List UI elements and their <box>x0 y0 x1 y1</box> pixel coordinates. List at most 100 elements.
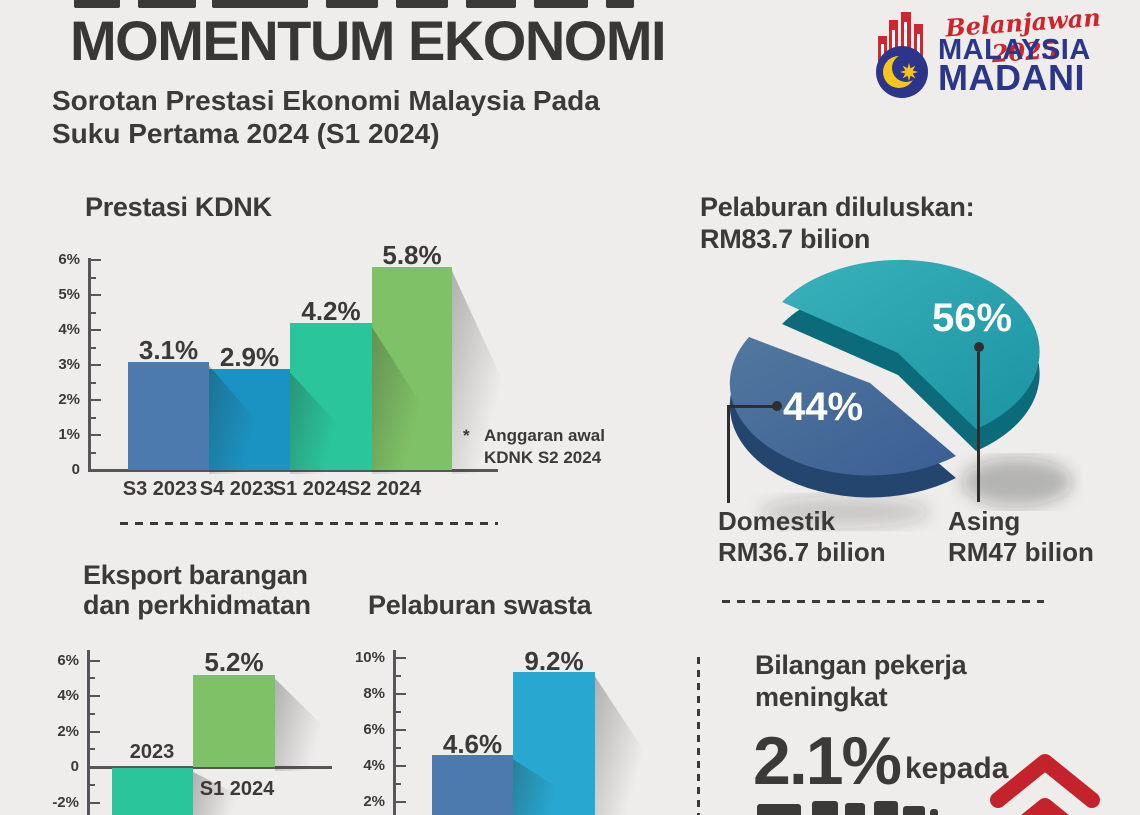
kdnk-chart-title: Prestasi KDNK <box>85 192 272 222</box>
y-tick-major <box>393 801 406 803</box>
stat-line2: meningkat <box>755 682 888 712</box>
y-tick-major <box>88 329 101 331</box>
y-tick-label: 10% <box>354 649 385 666</box>
bar-value-label: 5.8% <box>382 240 442 270</box>
page-subtitle-line1: Sorotan Prestasi Ekonomi Malaysia Pada <box>52 85 600 116</box>
y-axis-line <box>393 650 396 815</box>
y-tick-minor <box>393 675 401 677</box>
bar <box>432 755 513 815</box>
y-tick-label: 4% <box>58 321 80 338</box>
y-tick-minor <box>87 748 95 751</box>
investment-pie-chart <box>729 259 1072 528</box>
leader-line-domestik-v <box>727 405 730 503</box>
y-tick-minor <box>88 311 96 314</box>
bar-category-label: S2 2024 <box>346 478 422 500</box>
y-tick-label: -2% <box>52 793 79 811</box>
pie-legend-domestik-name: Domestik <box>718 506 836 536</box>
pie-title-line1: Pelaburan diluluskan: <box>700 192 975 222</box>
pie-legend-asing: Asing RM47 bilion <box>948 506 1094 568</box>
pie-title-line2: RM83.7 bilion <box>700 224 871 254</box>
y-tick-major <box>88 364 101 366</box>
y-tick-major <box>87 766 100 768</box>
y-tick-minor <box>393 783 401 785</box>
y-tick-label: 4% <box>57 687 79 704</box>
logo-malaysia-text: MALAYSIA <box>938 34 1091 66</box>
y-tick-label: 6% <box>363 721 385 738</box>
y-tick-minor <box>88 276 96 279</box>
y-tick-label: 2% <box>57 722 79 740</box>
y-tick-major <box>88 469 101 471</box>
zero-axis-line <box>87 766 332 769</box>
bar-category-label: S1 2024 <box>272 478 348 500</box>
y-tick-label: 0 <box>71 461 80 478</box>
kdnk-bar-chart: 6% 5% 4% 3% 2% 1% 0 3.1% S3 2023 2.9% S4 2023 4.2% S… <box>58 240 605 510</box>
bar-category-label: 2023 <box>129 741 175 763</box>
y-tick-major <box>87 730 100 733</box>
page-subtitle-line2: Suku Pertama 2024 (S1 2024) <box>52 118 440 149</box>
y-tick-major <box>87 695 100 697</box>
y-tick-major <box>393 729 406 731</box>
y-tick-major <box>393 657 406 659</box>
leader-dot-domestik <box>772 401 782 411</box>
bar-value-label: 4.6% <box>442 729 503 760</box>
y-tick-label: 3% <box>58 356 80 373</box>
bar-category-label: S3 2023 <box>122 478 198 500</box>
stat-value: 2.1% <box>753 723 902 799</box>
y-tick-label: 6% <box>57 651 79 669</box>
pie-legend-domestik-amount: RM36.7 bilion <box>718 537 886 567</box>
leader-line-domestik-h <box>727 405 775 408</box>
y-tick-minor <box>87 712 95 715</box>
y-tick-major <box>88 294 101 296</box>
y-tick-minor <box>88 416 96 419</box>
eksport-bar-chart: 6% 4% 2% 0 -2% 2023 5.2% S1 2024 <box>30 645 370 815</box>
bar-value-label: 2.9% <box>219 341 280 372</box>
bar <box>112 768 193 815</box>
pie-pct-asing: 56% <box>931 296 1013 340</box>
y-tick-major <box>88 399 101 401</box>
eksport-title-line2: dan perkhidmatan <box>83 590 311 620</box>
leader-dot-asing <box>974 342 984 352</box>
page-title: MOMENTUM EKONOMI <box>70 9 667 72</box>
stat-suffix: kepada <box>905 752 1009 785</box>
swasta-title: Pelaburan swasta <box>368 590 592 620</box>
y-tick-minor <box>393 747 401 749</box>
y-tick-minor <box>88 346 96 349</box>
y-tick-major <box>87 659 100 662</box>
bar-value-label: 3.1% <box>138 334 199 365</box>
bar <box>128 361 209 470</box>
logo-madani-text: MADANI <box>938 57 1085 98</box>
separator-right <box>722 600 1044 603</box>
y-tick-minor <box>87 783 95 786</box>
bar <box>193 674 275 767</box>
y-tick-label: 6% <box>58 251 80 268</box>
stat-line1: Bilangan pekerja <box>755 650 967 680</box>
kdnk-note-line2: KDNK S2 2024 <box>484 448 602 467</box>
y-tick-minor <box>87 677 95 680</box>
y-tick-minor <box>88 451 96 454</box>
y-tick-major <box>88 259 101 261</box>
bar-value-label: 4.2% <box>301 296 361 326</box>
leader-line-asing <box>977 352 980 502</box>
y-tick-label: 2% <box>58 391 80 408</box>
y-tick-label: 4% <box>363 757 385 774</box>
separator-left <box>120 522 498 525</box>
y-tick-major <box>88 434 101 436</box>
y-tick-major <box>393 693 406 695</box>
bar-value-label: 9.2% <box>524 646 584 677</box>
pie-legend-asing-amount: RM47 bilion <box>948 537 1094 567</box>
bar-value-label: 5.2% <box>204 646 264 677</box>
y-tick-label: 5% <box>58 286 80 303</box>
y-tick-major <box>393 765 406 767</box>
kdnk-note-line1: Anggaran awal <box>484 426 605 445</box>
y-tick-label: 1% <box>58 426 80 443</box>
y-tick-label: 2% <box>363 793 385 810</box>
bar-category-label: S1 2024 <box>199 778 275 800</box>
pie-legend-domestik: Domestik RM36.7 bilion <box>718 506 886 568</box>
pie-pct-domestik: 44% <box>782 385 864 429</box>
up-chevron-icon <box>990 754 1100 815</box>
y-tick-minor <box>393 711 401 713</box>
y-tick-label: 0 <box>70 758 79 775</box>
madani-logo-icon <box>876 12 928 98</box>
bar-category-label: S4 2023 <box>199 478 275 500</box>
